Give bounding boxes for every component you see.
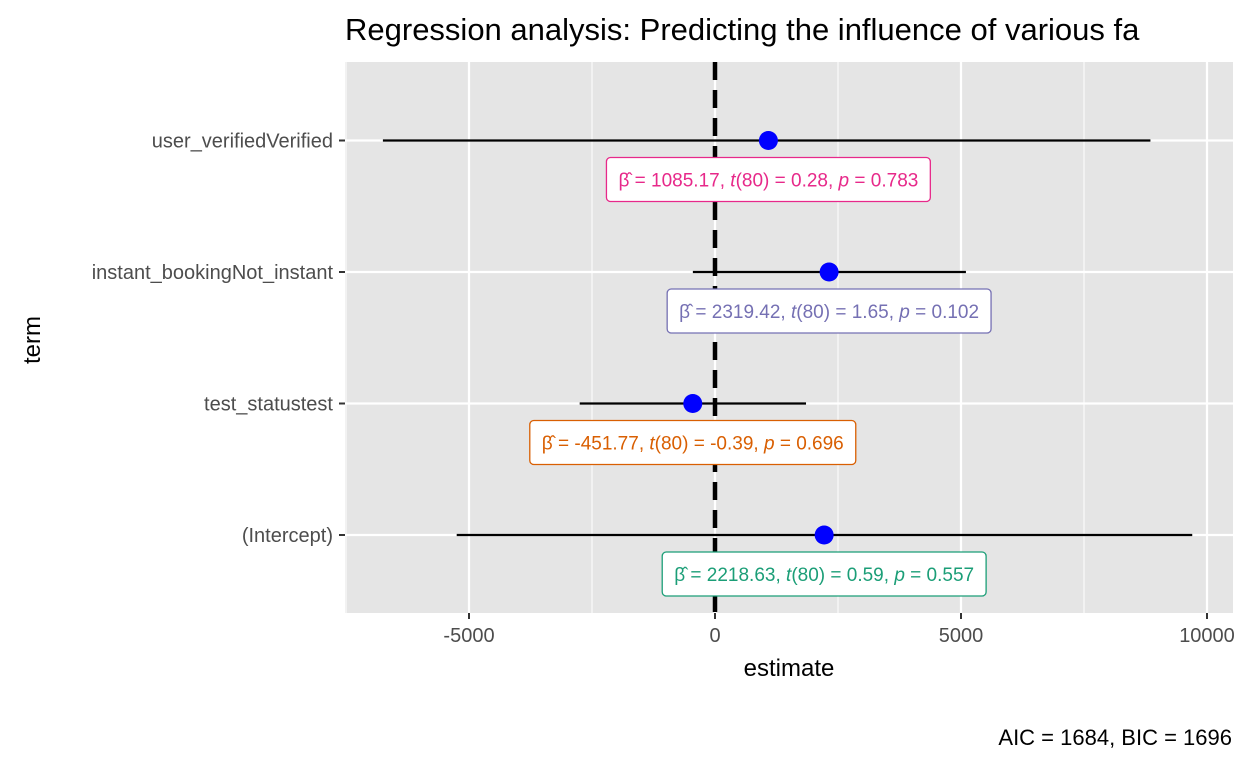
y-tick-label: instant_bookingNot_instant [92, 262, 334, 284]
x-tick-label: 0 [709, 625, 720, 647]
x-tick-label: 5000 [939, 625, 984, 647]
annotation-text: β̂ = 2218.63, t(80) = 0.59, p = 0.557 [674, 565, 974, 586]
annotation-text: β̂ = -451.77, t(80) = -0.39, p = 0.696 [542, 434, 844, 455]
x-axis-title: estimate [744, 655, 835, 682]
y-tick-label: test_statustest [204, 394, 333, 416]
x-tick-label: -5000 [443, 625, 494, 647]
annotation-box [529, 419, 857, 466]
chart-caption: AIC = 1684, BIC = 1696 [998, 725, 1232, 750]
estimate-annotation: β̂ = 2319.42, t(80) = 1.65, p = 0.102 [666, 288, 992, 334]
annotation-text: β̂ = 1085.17, t(80) = 0.28, p = 0.783 [618, 171, 918, 192]
y-tick-label: user_verifiedVerified [152, 131, 333, 153]
y-axis-title: term [19, 316, 46, 364]
x-tick-label: 10000 [1179, 625, 1235, 647]
annotation-box [666, 288, 992, 334]
annotation-box [661, 551, 987, 597]
estimate-point [814, 525, 834, 545]
estimate-point [758, 131, 778, 150]
y-tick-label: (Intercept) [242, 525, 333, 547]
estimate-annotation: β̂ = -451.77, t(80) = -0.39, p = 0.696 [529, 419, 857, 466]
chart-title: Regression analysis: Predicting the infl… [345, 12, 1140, 47]
plot-panel [345, 62, 1233, 613]
annotation-box [605, 156, 931, 203]
annotation-text: β̂ = 2319.42, t(80) = 1.65, p = 0.102 [679, 302, 979, 323]
estimate-annotation: β̂ = 1085.17, t(80) = 0.28, p = 0.783 [605, 156, 931, 203]
estimate-point [683, 394, 703, 413]
estimate-point [819, 262, 839, 282]
axis-ticks: -5000 0 5000 10000 (Intercept) test_statustes… [92, 131, 1235, 648]
chart-marks: β̂ = 2218.63, t(80) = 0.59, p = 0.557 β̂ … [382, 62, 1193, 613]
estimate-annotation: β̂ = 2218.63, t(80) = 0.59, p = 0.557 [661, 551, 987, 597]
